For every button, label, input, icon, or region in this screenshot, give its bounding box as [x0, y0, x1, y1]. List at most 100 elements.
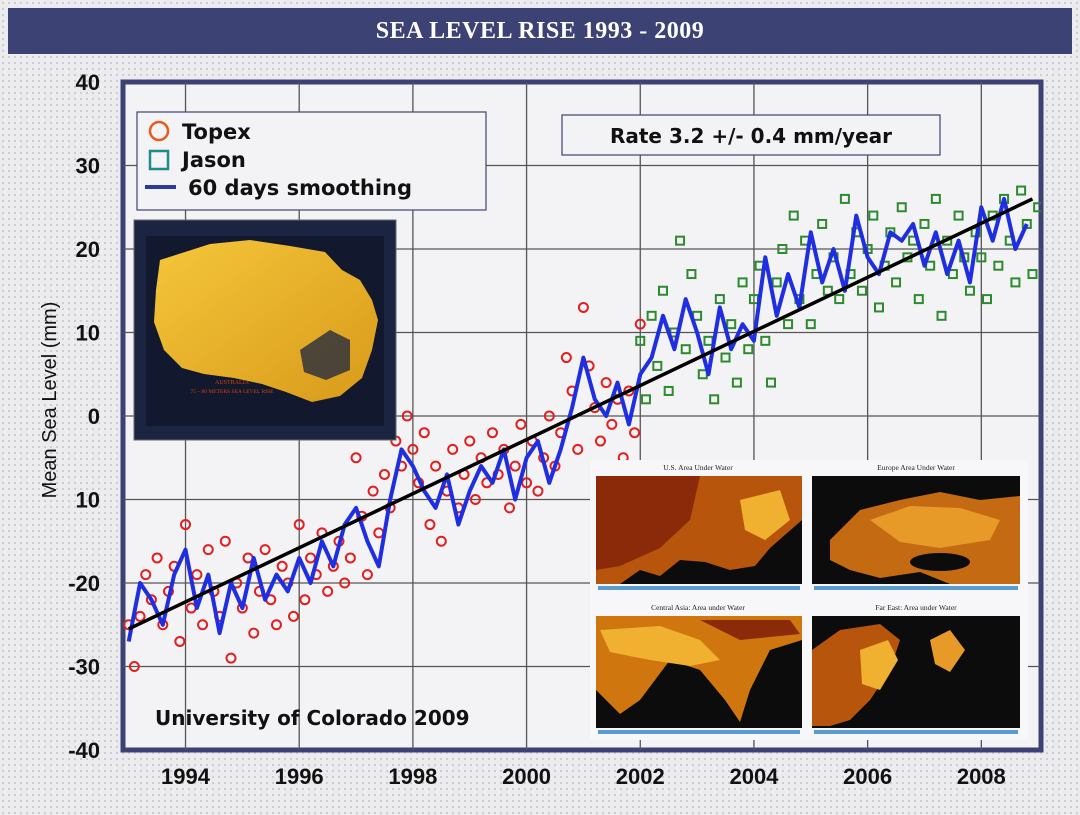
topex-point: [367, 485, 379, 497]
us-inset: U.S. Area Under Water: [596, 463, 802, 590]
jason-point: [720, 352, 731, 363]
jason-point: [663, 385, 674, 396]
jason-point: [891, 277, 902, 288]
topex-point: [418, 427, 430, 439]
jason-point: [1027, 269, 1038, 280]
jason-point: [868, 210, 879, 221]
jason-point: [919, 218, 930, 229]
jason-point: [839, 193, 850, 204]
page-title: SEA LEVEL RISE 1993 - 2009: [8, 8, 1072, 54]
jason-point: [760, 335, 771, 346]
legend-topex-marker: [148, 120, 170, 142]
jason-point: [856, 285, 867, 296]
legend: Topex Jason 60 days smoothing: [136, 111, 487, 211]
y-tick-label: 10: [76, 488, 100, 513]
y-tick-label: -40: [68, 738, 100, 763]
topex-point: [486, 427, 498, 439]
legend-jason-marker: [148, 149, 170, 171]
central-asia-inset: Central Asia: Area under Water: [596, 603, 802, 734]
jason-point: [1033, 202, 1041, 213]
topex-point: [572, 443, 584, 455]
topex-point: [293, 519, 305, 531]
topex-point: [629, 427, 641, 439]
y-tick-label: 20: [76, 237, 100, 262]
y-axis-ticks: 40 30 20 10 0 10 -20 -30 -40: [68, 70, 100, 763]
jason-point: [874, 302, 884, 313]
jason-point: [726, 319, 737, 330]
topex-point: [322, 585, 334, 597]
topex-point: [339, 577, 351, 589]
jason-point: [976, 252, 987, 263]
jason-point: [771, 277, 782, 288]
jason-point: [737, 277, 748, 288]
topex-point: [128, 661, 140, 672]
topex-point: [623, 385, 635, 397]
jason-point: [709, 394, 720, 405]
jason-point: [788, 210, 799, 221]
y-tick-label: 10: [76, 321, 100, 346]
legend-jason-label: Jason: [180, 148, 246, 172]
jason-point: [1016, 185, 1027, 196]
topex-point: [225, 652, 237, 664]
topex-point: [401, 410, 413, 422]
europe-inset: Europe Area Under Water: [812, 463, 1020, 590]
y-tick-label: 0: [88, 404, 100, 429]
topex-point: [248, 627, 260, 639]
topex-point: [180, 519, 192, 531]
trend-line: [127, 197, 1034, 631]
europe-inset-title: Europe Area Under Water: [877, 463, 955, 472]
topex-point: [276, 560, 288, 572]
topex-point: [424, 519, 436, 531]
x-tick-label: 2002: [616, 764, 665, 789]
jason-point: [635, 335, 646, 346]
x-tick-label: 1998: [388, 764, 437, 789]
topex-point: [305, 552, 317, 564]
topex-point: [634, 318, 646, 330]
australia-inset: AUSTRALIA 75 – 80 METERS SEA LEVEL RISE: [133, 219, 397, 441]
jason-point: [1010, 277, 1021, 288]
topex-point: [447, 443, 459, 455]
y-axis-label: Mean Sea Level (mm): [39, 302, 61, 499]
jason-point: [953, 210, 964, 221]
topex-point: [197, 619, 209, 631]
topex-point: [594, 435, 606, 447]
jason-point: [993, 260, 1004, 271]
jason-point: [982, 294, 992, 305]
topex-point: [350, 452, 362, 464]
australia-caption-line1: AUSTRALIA: [215, 380, 250, 386]
x-tick-label: 2000: [502, 764, 551, 789]
topex-point: [560, 352, 572, 364]
x-tick-label: 1994: [161, 764, 211, 789]
topex-point: [543, 410, 555, 422]
jason-point: [805, 319, 816, 330]
topex-point: [174, 635, 186, 647]
x-tick-label: 2008: [957, 764, 1006, 789]
jason-point: [680, 344, 691, 355]
far-east-inset: Far East: Area under Water: [812, 603, 1020, 734]
far-east-inset-title: Far East: Area under Water: [875, 603, 957, 612]
topex-point: [577, 301, 589, 313]
topex-point: [361, 569, 373, 581]
jason-point: [675, 235, 686, 246]
jason-point: [964, 285, 975, 296]
x-axis-ticks: 1994 1996 1998 2000 2002 2004 2006 2008: [161, 764, 1006, 789]
topex-point: [504, 502, 516, 514]
topex-point: [515, 418, 527, 430]
topex-point: [259, 544, 271, 556]
jason-point: [777, 244, 788, 254]
jason-point: [658, 285, 668, 296]
topex-point: [140, 569, 152, 581]
jason-point: [640, 394, 651, 405]
x-tick-label: 2006: [843, 764, 892, 789]
x-tick-label: 1996: [275, 764, 324, 789]
jason-point: [743, 344, 754, 355]
jason-point: [817, 218, 828, 229]
map-insets: U.S. Area Under Water Europe Area Under …: [590, 460, 1028, 740]
y-tick-label: 40: [76, 70, 100, 95]
jason-point: [714, 294, 725, 305]
legend-smoothing-label: 60 days smoothing: [188, 176, 412, 200]
topex-point: [407, 443, 419, 455]
jason-point: [686, 269, 697, 280]
jason-point: [652, 360, 663, 371]
jason-point: [834, 294, 845, 305]
